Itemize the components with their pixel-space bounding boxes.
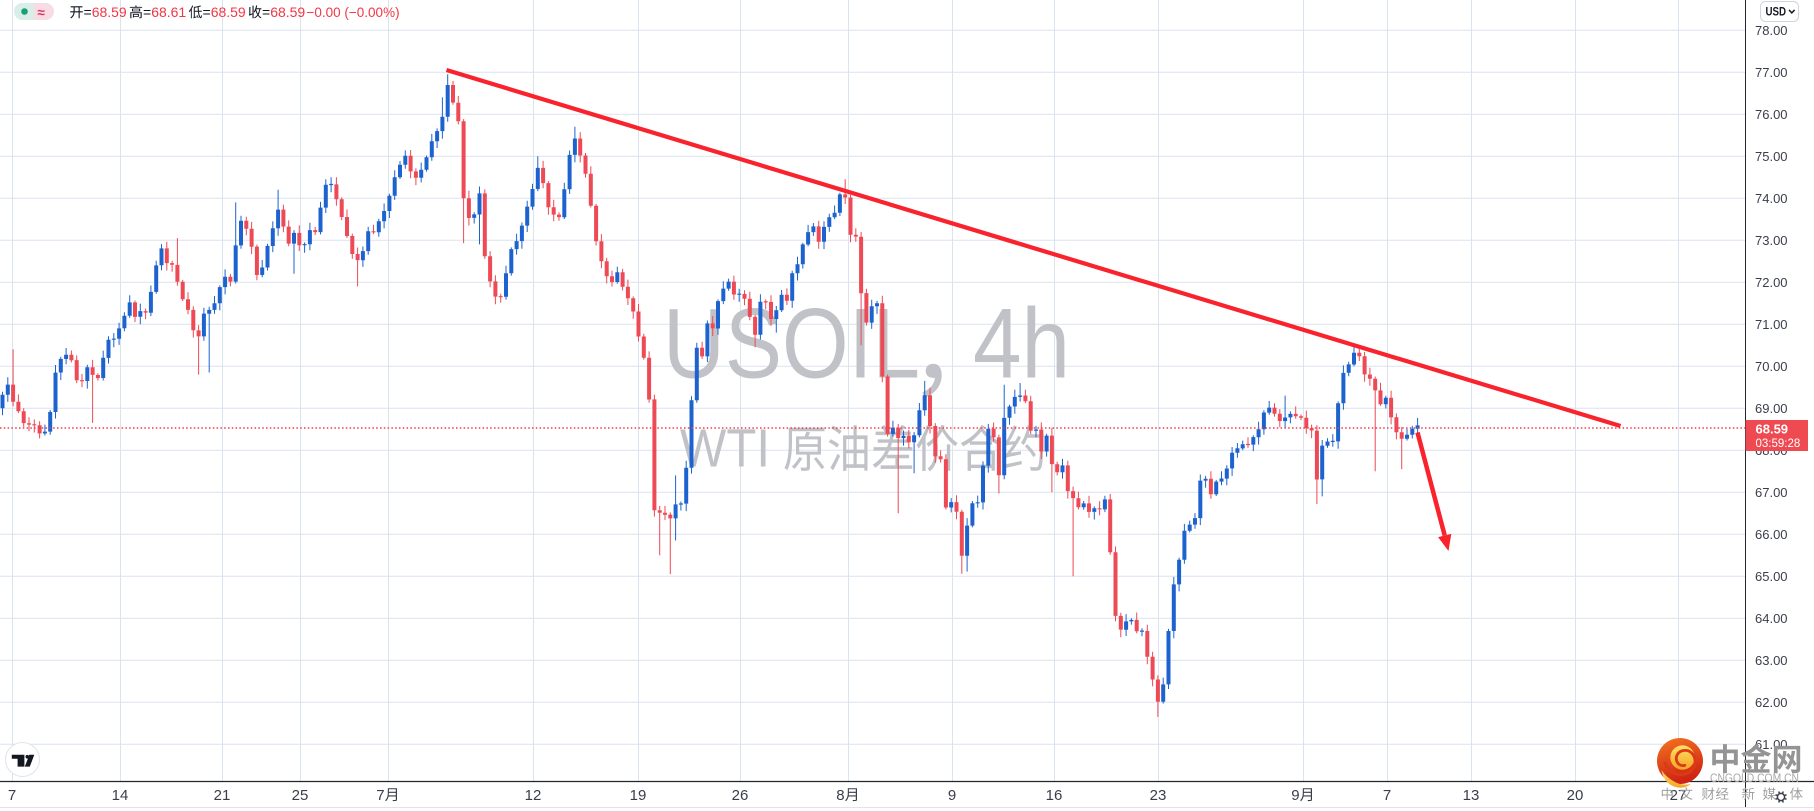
svg-text:=: = xyxy=(84,4,92,20)
svg-text:USD: USD xyxy=(1766,5,1787,19)
svg-text:76.00: 76.00 xyxy=(1755,107,1788,122)
svg-text:=: = xyxy=(203,4,211,20)
svg-text:71.00: 71.00 xyxy=(1755,317,1788,332)
svg-text:≈: ≈ xyxy=(38,5,46,20)
svg-text:73.00: 73.00 xyxy=(1755,233,1788,248)
svg-text:78.00: 78.00 xyxy=(1755,23,1788,38)
svg-text:03:59:28: 03:59:28 xyxy=(1756,438,1801,450)
svg-text:=: = xyxy=(143,4,151,20)
svg-text:7: 7 xyxy=(1383,787,1391,804)
svg-text:66.00: 66.00 xyxy=(1755,527,1788,542)
svg-text:23: 23 xyxy=(1150,787,1167,804)
svg-text:68.59: 68.59 xyxy=(1756,421,1789,436)
svg-text:21: 21 xyxy=(214,787,231,804)
svg-text:20: 20 xyxy=(1567,787,1584,804)
svg-text:8: 8 xyxy=(836,787,844,804)
svg-text:62.00: 62.00 xyxy=(1755,695,1788,710)
svg-text:26: 26 xyxy=(732,787,749,804)
svg-text:72.00: 72.00 xyxy=(1755,275,1788,290)
svg-text:64.00: 64.00 xyxy=(1755,611,1788,626)
svg-text:9: 9 xyxy=(948,787,956,804)
svg-text:68.59: 68.59 xyxy=(92,4,127,20)
svg-text:9: 9 xyxy=(1291,787,1299,804)
svg-text:13: 13 xyxy=(1463,787,1480,804)
svg-text:67.00: 67.00 xyxy=(1755,485,1788,500)
svg-text:63.00: 63.00 xyxy=(1755,653,1788,668)
svg-text:=: = xyxy=(262,4,270,20)
svg-text:68.59: 68.59 xyxy=(270,4,305,20)
svg-text:12: 12 xyxy=(525,787,542,804)
svg-text:CNGOLD.COM.CN: CNGOLD.COM.CN xyxy=(1710,773,1799,785)
svg-text:19: 19 xyxy=(630,787,647,804)
svg-text:70.00: 70.00 xyxy=(1755,359,1788,374)
svg-text:7: 7 xyxy=(8,787,16,804)
svg-text:75.00: 75.00 xyxy=(1755,149,1788,164)
svg-text:68.61: 68.61 xyxy=(151,4,186,20)
svg-text:27: 27 xyxy=(1670,787,1687,804)
svg-text:65.00: 65.00 xyxy=(1755,569,1788,584)
svg-text:68.59: 68.59 xyxy=(211,4,246,20)
svg-text:−0.00 (−0.00%): −0.00 (−0.00%) xyxy=(307,5,400,20)
svg-text:16: 16 xyxy=(1046,787,1063,804)
svg-text:7: 7 xyxy=(376,787,384,804)
svg-text:14: 14 xyxy=(112,787,129,804)
svg-text:77.00: 77.00 xyxy=(1755,65,1788,80)
svg-text:74.00: 74.00 xyxy=(1755,191,1788,206)
svg-text:4h: 4h xyxy=(973,287,1070,398)
svg-text:25: 25 xyxy=(292,787,309,804)
svg-text:69.00: 69.00 xyxy=(1755,401,1788,416)
svg-text:WTI: WTI xyxy=(680,419,770,479)
